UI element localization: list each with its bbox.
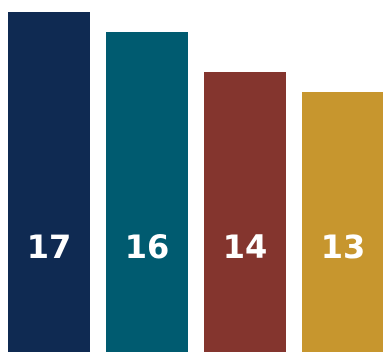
bar-value-label-2: 16 <box>125 228 170 266</box>
bar-1 <box>8 12 90 352</box>
bar-value-label-4: 13 <box>321 228 366 266</box>
bar-value-label-1: 17 <box>27 228 72 266</box>
bar-2 <box>106 32 188 352</box>
bar-4 <box>302 92 383 352</box>
bar-3 <box>204 72 286 352</box>
bar-value-label-3: 14 <box>223 228 268 266</box>
